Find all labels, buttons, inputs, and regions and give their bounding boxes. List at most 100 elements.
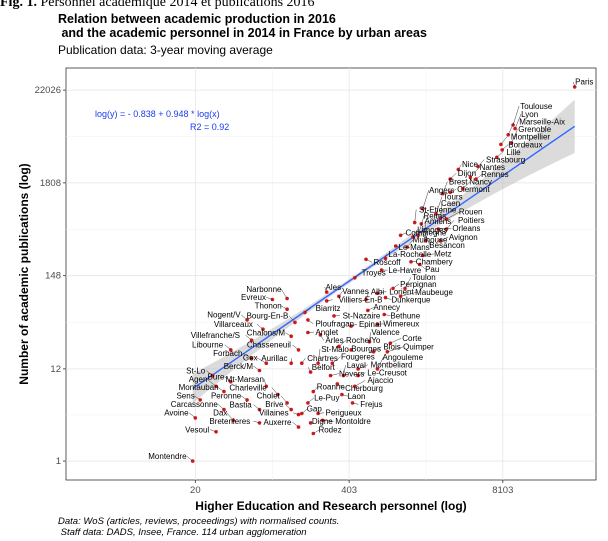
point-label: Strasbourg bbox=[486, 155, 525, 164]
label-leader-line bbox=[351, 323, 358, 327]
point-label: Maubeuge bbox=[415, 288, 453, 297]
label-leader-line bbox=[412, 229, 418, 238]
point-label: Bourges bbox=[351, 344, 381, 353]
point-label: Pau bbox=[425, 265, 439, 274]
x-tick-label: 8103 bbox=[492, 485, 513, 496]
data-point bbox=[349, 348, 354, 352]
point-label: Rouen bbox=[459, 208, 483, 217]
point-label: Vesoul bbox=[185, 425, 209, 434]
point-label: Laon bbox=[348, 392, 366, 401]
label-leader-line bbox=[288, 315, 296, 323]
point-label: Albi bbox=[371, 288, 385, 297]
point-label: Ales bbox=[326, 283, 342, 292]
point-label: Gap bbox=[307, 404, 323, 413]
chart-title: Relation between academic production in … bbox=[58, 12, 427, 40]
point-label: Biarritz bbox=[316, 304, 341, 313]
point-label: Carcassonne bbox=[171, 400, 219, 409]
point-label: Libourne bbox=[192, 341, 224, 350]
regression-r2: R2 = 0.92 bbox=[190, 122, 229, 132]
point-label: Toulouse bbox=[520, 102, 553, 111]
label-leader-line bbox=[354, 272, 361, 278]
point-label: Paris bbox=[575, 78, 593, 87]
label-leader-line bbox=[422, 189, 430, 209]
label-leader-line bbox=[358, 372, 366, 376]
label-leader-line bbox=[263, 379, 267, 387]
point-label: Cholet bbox=[257, 392, 281, 401]
point-label: Limoges bbox=[417, 226, 447, 235]
point-label: Orleans bbox=[452, 224, 480, 233]
y-tick-label: 1808 bbox=[40, 178, 61, 189]
label-leader-line bbox=[292, 344, 299, 351]
label-leader-line bbox=[285, 404, 292, 410]
label-leader-line bbox=[217, 404, 225, 410]
point-label: Perpignan bbox=[400, 280, 436, 289]
label-leader-line bbox=[395, 245, 400, 248]
label-leader-line bbox=[417, 215, 425, 236]
label-leader-line bbox=[385, 297, 392, 300]
data-point bbox=[308, 370, 313, 374]
label-leader-line bbox=[338, 290, 343, 297]
point-label: Wimereux bbox=[383, 320, 419, 329]
label-leader-line bbox=[301, 408, 308, 414]
point-label: Mulhouse bbox=[413, 236, 448, 245]
point-label: Dax bbox=[213, 409, 227, 418]
label-leader-line bbox=[318, 412, 325, 414]
label-leader-line bbox=[400, 292, 417, 297]
point-label: Nantes bbox=[480, 163, 505, 172]
point-label: Bordeaux bbox=[508, 140, 542, 149]
point-label: Annecy bbox=[373, 303, 400, 312]
label-leader-line bbox=[256, 324, 264, 330]
label-leader-line bbox=[406, 239, 414, 248]
label-leader-line bbox=[292, 421, 299, 428]
data-point bbox=[324, 299, 329, 303]
label-leader-line bbox=[307, 397, 315, 404]
label-leader-line bbox=[317, 348, 321, 364]
label-leader-line bbox=[280, 305, 288, 310]
point-label: Roche/Yo bbox=[346, 336, 381, 345]
label-leader-line bbox=[365, 291, 370, 300]
y-axis-title: Number of academic publications (log) bbox=[17, 163, 31, 384]
label-leader-line bbox=[343, 365, 346, 376]
label-leader-line bbox=[313, 429, 320, 434]
point-label: Digne bbox=[312, 417, 333, 426]
label-leader-line bbox=[352, 402, 359, 405]
label-leader-line bbox=[206, 378, 217, 387]
label-leader-line bbox=[377, 291, 387, 294]
label-leader-line bbox=[307, 367, 311, 373]
figure-label-prefix: Fig. 1. bbox=[0, 0, 37, 10]
label-leader-line bbox=[450, 173, 457, 180]
figure-label-text: Personnel académique 2014 et publication… bbox=[40, 0, 315, 10]
label-leader-line bbox=[477, 159, 485, 167]
point-label: Chalons/M bbox=[247, 329, 286, 338]
data-point bbox=[296, 412, 301, 417]
data-point bbox=[285, 296, 289, 301]
data-point bbox=[403, 286, 407, 291]
point-label: Valence bbox=[371, 328, 400, 337]
point-label: Villarceaux bbox=[214, 320, 253, 329]
label-leader-line bbox=[224, 376, 231, 382]
point-label: Vannes bbox=[342, 287, 369, 296]
point-label: St-Nazaire bbox=[343, 312, 381, 321]
point-label: Besancon bbox=[429, 241, 465, 250]
point-label: Nevers bbox=[339, 369, 364, 378]
x-tick-label: 403 bbox=[341, 485, 357, 496]
point-label: St-Lo bbox=[186, 366, 206, 375]
data-point bbox=[270, 297, 275, 302]
label-leader-line bbox=[354, 380, 366, 387]
data-point bbox=[375, 367, 380, 371]
label-leader-line bbox=[400, 232, 407, 236]
point-label: Anglet bbox=[315, 328, 338, 337]
label-leader-line bbox=[511, 129, 518, 144]
label-leader-line bbox=[226, 412, 234, 421]
label-leader-line bbox=[507, 121, 515, 135]
label-leader-line bbox=[245, 335, 252, 341]
point-label: Roscoff bbox=[374, 258, 402, 267]
point-label: Angers bbox=[429, 186, 454, 195]
label-leader-line bbox=[240, 314, 248, 321]
point-label: Reims bbox=[423, 212, 446, 221]
point-label: Lorient bbox=[389, 287, 414, 296]
point-label: Cherbourg bbox=[345, 384, 383, 393]
point-label: Thonon bbox=[255, 302, 282, 311]
point-label: Angouleme bbox=[383, 353, 424, 362]
label-leader-line bbox=[385, 254, 387, 259]
